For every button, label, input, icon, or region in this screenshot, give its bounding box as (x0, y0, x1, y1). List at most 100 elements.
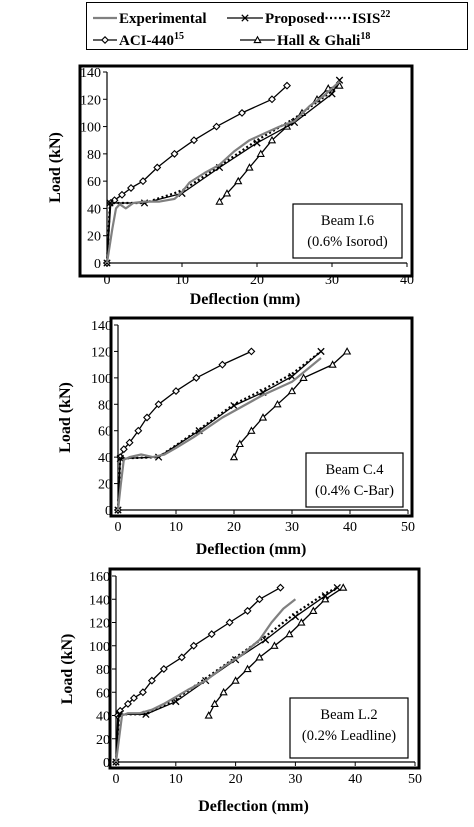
point-aci-440-marker (153, 163, 162, 172)
point-hall-ghali-marker (229, 452, 239, 461)
point-hall-ghali-marker (215, 197, 224, 205)
series-line-experimental (114, 598, 297, 763)
legend-entry-proposed: Proposed (227, 11, 325, 27)
y-tick-label: 140 (80, 66, 101, 81)
point-hall-ghali-marker (255, 653, 264, 661)
y-tick-label: 100 (89, 640, 110, 655)
y-axis-label: Load (kN) (47, 132, 64, 203)
series-aci-440 (103, 81, 291, 267)
legend-aci-440-marker (101, 36, 109, 44)
point-aci-440-marker (243, 606, 252, 615)
point-aci-440-marker (238, 108, 246, 117)
series-line-experimental (105, 80, 341, 264)
x-tick-label: 30 (288, 772, 302, 787)
annotation-frame (289, 697, 409, 759)
y-tick-label: 60 (96, 686, 110, 701)
point-hall-ghali-marker (321, 594, 330, 603)
point-hall-ghali-marker (299, 373, 308, 381)
point-aci-440-marker (154, 400, 163, 409)
point-aci-440-marker (129, 694, 138, 703)
annotation-box: Beam I.6 (0.6% Isorod) (292, 203, 403, 259)
point-hall-ghali-marker (335, 81, 344, 89)
annotation-reinforcement: (0.4% C-Bar) (315, 483, 394, 499)
x-tick-label: 0 (113, 772, 120, 787)
chart-beam-c4: 0 20 40 60 80 100 120 140 0 10 20 30 40 50 Deflection … (57, 316, 415, 558)
legend-label-hall-ghali: Hall & Ghali18 (277, 31, 370, 49)
point-hall-ghali-marker (285, 629, 294, 638)
x-tick-label: 50 (408, 772, 422, 787)
point-hall-ghali-marker (339, 583, 348, 591)
point-hall-ghali-marker (231, 676, 240, 684)
point-proposed-marker (230, 401, 238, 410)
point-aci-440-marker (177, 653, 186, 662)
y-axis-label: Load (kN) (59, 634, 76, 705)
y-tick-label: 40 (98, 451, 112, 466)
point-aci-440-marker (138, 688, 147, 697)
x-axis-label: Deflection (mm) (190, 291, 301, 308)
x-tick-label: 10 (169, 772, 183, 787)
y-tick-label: 80 (87, 148, 101, 163)
annotation-frame (292, 203, 403, 259)
y-tick-label: 40 (87, 202, 101, 217)
point-aci-440-marker (118, 190, 126, 199)
y-tick-label: 20 (98, 478, 112, 493)
point-hall-ghali-marker (247, 426, 256, 434)
point-aci-440-marker (255, 595, 264, 604)
series-line-isis (105, 79, 341, 264)
x-tick-label: 40 (343, 520, 357, 535)
x-tick-label: 10 (169, 520, 183, 535)
series-isis (105, 79, 341, 264)
point-aci-440-marker (212, 122, 221, 131)
y-tick-label: 140 (91, 319, 112, 334)
y-tick-label: 0 (94, 257, 101, 272)
x-tick-label: 20 (250, 273, 264, 288)
point-aci-440-marker (159, 665, 168, 673)
point-hall-ghali-marker (235, 439, 244, 448)
point-proposed-marker (261, 636, 270, 644)
legend-label-proposed: Proposed (265, 11, 325, 27)
point-proposed-marker (253, 139, 261, 147)
x-tick-label: 20 (229, 772, 243, 787)
legend-proposed-marker (241, 14, 249, 22)
y-tick-label: 160 (89, 570, 110, 585)
annotation-box: Beam L.2 (0.2% Leadline) (289, 697, 409, 759)
x-tick-label: 40 (400, 273, 414, 288)
point-hall-ghali-marker (273, 399, 282, 408)
annotation-beam-name: Beam I.6 (321, 213, 374, 229)
x-axis-label: Deflection (mm) (198, 798, 309, 815)
y-tick-label: 20 (96, 733, 110, 748)
annotation-box: Beam C.4 (0.4% C-Bar) (305, 452, 404, 508)
x-tick-label: 30 (325, 273, 339, 288)
point-hall-ghali-marker (256, 149, 265, 157)
y-tick-label: 60 (87, 175, 101, 190)
x-tick-label: 50 (401, 520, 415, 535)
chart-legend: Experimental Proposed ISIS22 ACI-44015 Hall … (86, 2, 468, 50)
point-proposed-marker (291, 613, 300, 621)
y-tick-label: 100 (80, 121, 101, 136)
point-aci-440-marker (276, 583, 285, 592)
point-hall-ghali-marker (342, 347, 352, 355)
legend-graphic: Experimental Proposed ISIS22 ACI-44015 Hall … (93, 9, 390, 49)
point-proposed-marker (106, 199, 114, 207)
legend-entry-isis: ISIS22 (321, 9, 390, 27)
point-hall-ghali-marker (234, 176, 243, 185)
annotation-reinforcement: (0.6% Isorod) (307, 234, 388, 250)
point-aci-440-marker (123, 699, 132, 708)
y-tick-label: 0 (105, 504, 112, 519)
y-tick-label: 120 (89, 617, 110, 632)
point-proposed-marker (333, 583, 341, 592)
point-aci-440-marker (125, 438, 134, 447)
point-hall-ghali-marker (309, 606, 318, 614)
legend-label-isis: ISIS22 (352, 9, 390, 27)
series-experimental (105, 80, 341, 264)
point-aci-440-marker (127, 183, 135, 192)
y-axis-label: Load (kN) (57, 382, 74, 453)
annotation-reinforcement: (0.2% Leadline) (302, 728, 396, 744)
point-proposed-marker (317, 347, 325, 356)
legend-entry-aci-440: ACI-44015 (93, 31, 184, 49)
point-aci-440-marker (218, 360, 227, 369)
point-proposed-marker (116, 454, 124, 463)
x-tick-label: 10 (175, 273, 189, 288)
chart-beam-i6: 0 20 40 60 80 100 120 140 0 10 20 30 40 Deflection (m… (47, 64, 414, 308)
point-aci-440-marker (247, 347, 256, 356)
